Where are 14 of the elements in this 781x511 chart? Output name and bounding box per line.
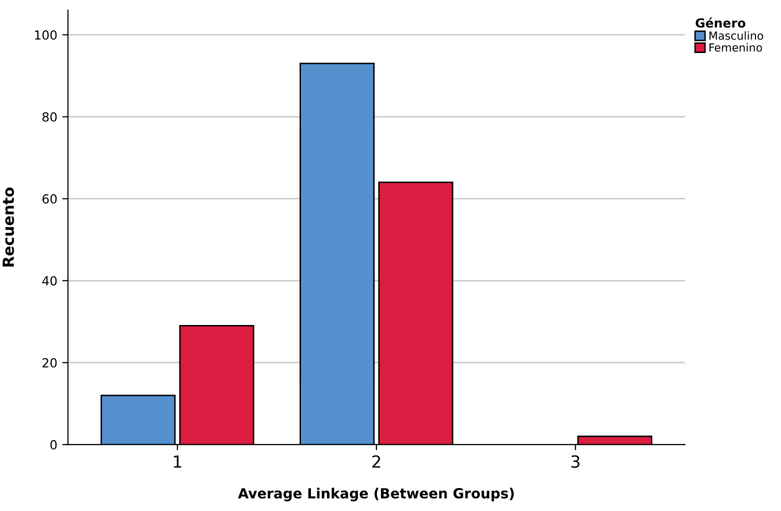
x-axis-title: Average Linkage (Between Groups)	[238, 488, 514, 502]
y-tick-label: 100	[35, 30, 57, 40]
y-tick-label: 20	[42, 358, 57, 368]
legend-label: Femenino	[709, 43, 762, 52]
x-tick-label: 1	[174, 456, 182, 468]
y-axis-title: Recuento	[2, 188, 14, 267]
y-tick-label: 60	[42, 194, 57, 204]
legend-title: Género	[696, 18, 746, 28]
y-tick-label: 40	[42, 276, 57, 286]
y-tick-label: 0	[50, 440, 57, 450]
x-tick-label: 3	[571, 455, 580, 468]
legend-label: Masculino	[709, 31, 764, 40]
x-tick-label: 2	[372, 455, 380, 468]
y-tick-label: 80	[42, 112, 57, 122]
